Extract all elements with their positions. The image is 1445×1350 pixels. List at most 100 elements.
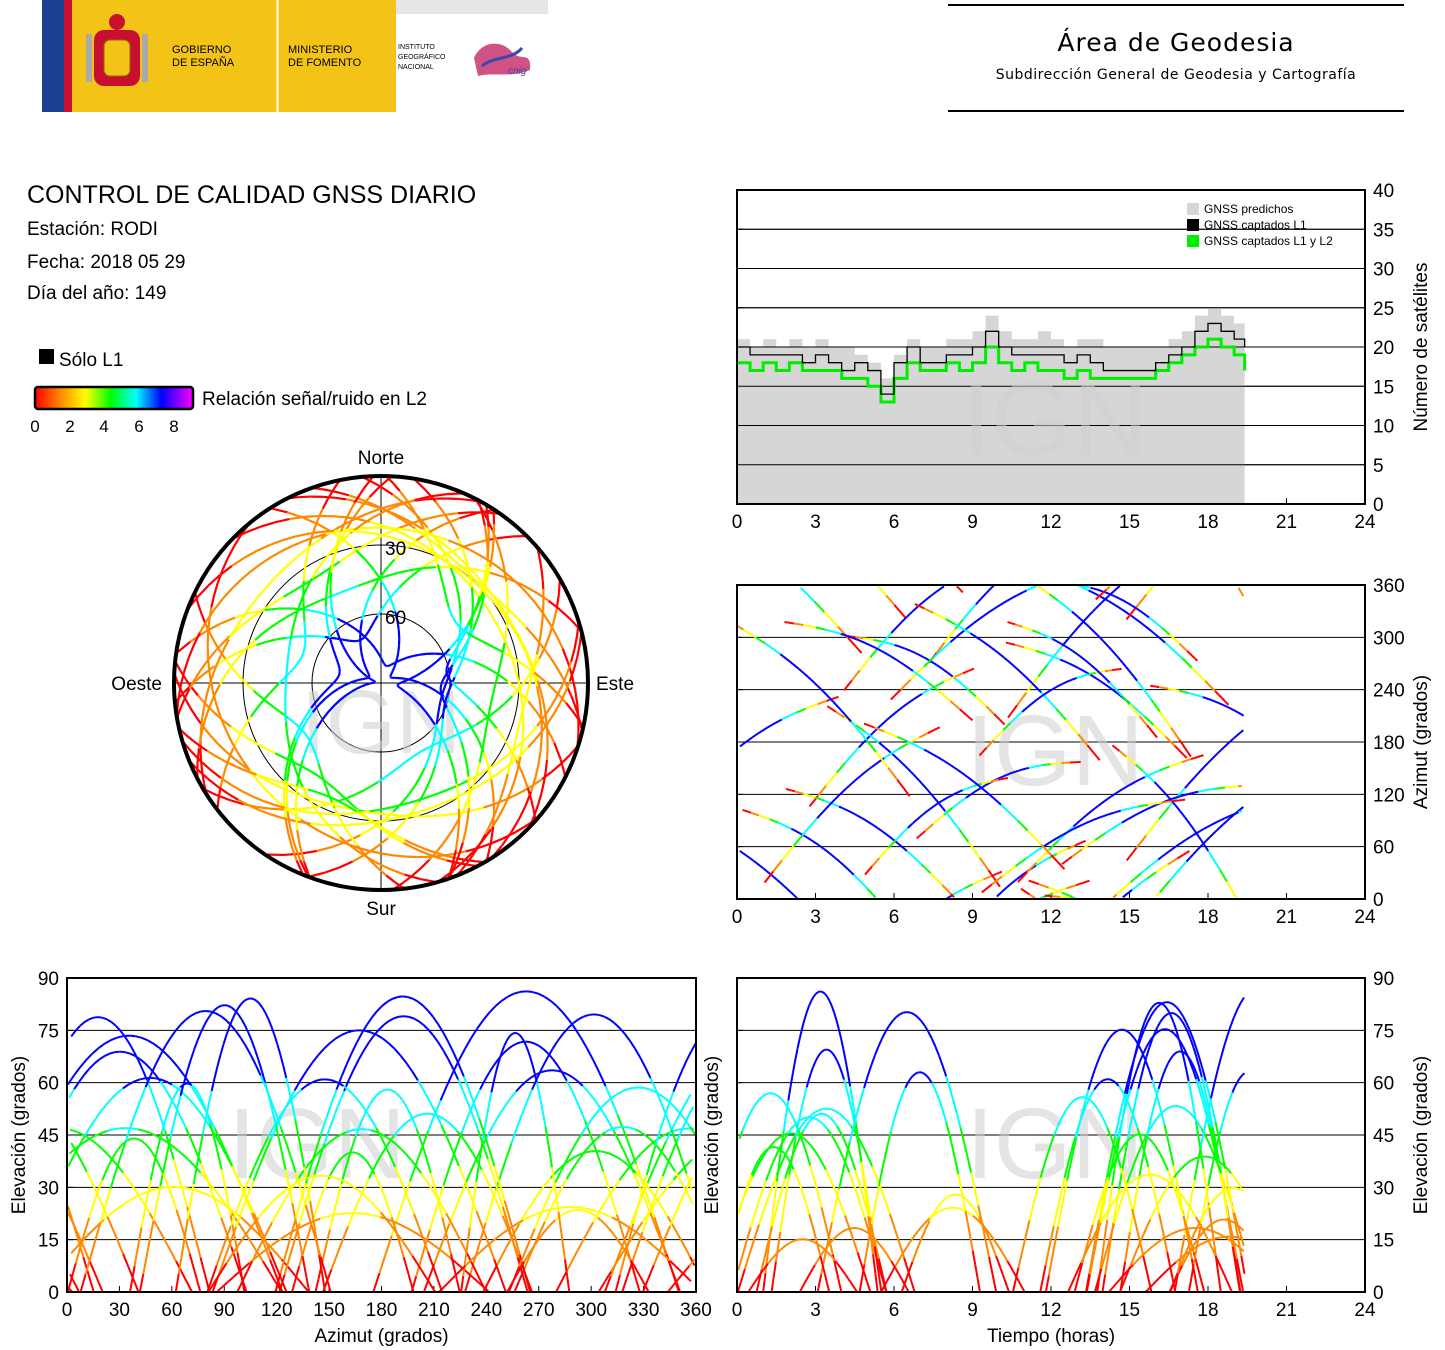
sky-segment (461, 623, 469, 634)
sky-segment (327, 704, 336, 713)
azimuth-segment (896, 688, 902, 694)
azimuth-segment (794, 790, 799, 794)
elev-az-segment (247, 1200, 255, 1214)
elev-az-segment (477, 1153, 482, 1168)
elev-az-segment (566, 1275, 571, 1293)
sky-segment (513, 768, 519, 782)
azimuth-segment (1059, 682, 1063, 686)
sky-segment (385, 874, 396, 884)
azimuth-segment (957, 769, 962, 773)
sky-segment (294, 785, 299, 801)
azimuth-segment (906, 678, 912, 684)
sky-segment (213, 582, 219, 596)
y-tick-label: 30 (1373, 260, 1394, 281)
elev-az-segment (485, 1241, 493, 1248)
azimuth-segment (1096, 669, 1101, 674)
legend-swatch (1187, 219, 1199, 231)
azimuth-segment (1240, 713, 1245, 717)
elev-az-segment (276, 1043, 282, 1055)
sky-segment (350, 837, 359, 847)
sky-segment (526, 684, 531, 691)
elev-az-segment (597, 1157, 605, 1172)
sky-segment (484, 723, 489, 730)
azimuth-segment (1164, 718, 1170, 725)
sky-segment (377, 575, 386, 580)
azimuth-segment (1043, 664, 1049, 670)
elev-az-segment (325, 1103, 333, 1119)
elev-az-segment (220, 1015, 227, 1021)
sky-segment (254, 703, 262, 711)
sky-segment (438, 513, 449, 518)
sky-segment (216, 654, 222, 664)
elev-az-segment (128, 1034, 136, 1038)
sky-segment (266, 602, 274, 609)
elev-az-segment (542, 1114, 547, 1128)
sky-segment (402, 539, 414, 546)
sky-segment (390, 601, 397, 612)
sky-segment (294, 662, 299, 667)
azimuth-segment (757, 730, 762, 735)
elev-az-segment (141, 1069, 148, 1081)
y-tick-label: 120 (1373, 785, 1405, 806)
azimuth-segment (822, 808, 827, 813)
azimuth-segment (996, 881, 1001, 888)
azimuth-segment (763, 878, 769, 884)
sky-segment (323, 549, 333, 561)
elev-az-segment (246, 1180, 255, 1197)
sky-segment (403, 679, 408, 683)
sky-segment (470, 634, 476, 639)
sky-segment (373, 535, 382, 541)
sky-segment (241, 790, 254, 798)
sky-segment (451, 525, 460, 540)
elev-az-segment (544, 1212, 551, 1223)
elev-az-segment (189, 1084, 198, 1096)
elev-az-segment (102, 1016, 108, 1021)
elev-az-segment (114, 1148, 119, 1154)
elev-az-segment (336, 1212, 343, 1216)
elev-az-segment (444, 1229, 450, 1242)
azimuth-segment (986, 780, 990, 784)
elev-az-segment (363, 1177, 370, 1188)
azimuth-segment (773, 648, 778, 653)
azimuth-segment (1013, 816, 1019, 822)
sky-segment (461, 851, 474, 864)
azimuth-segment (806, 793, 810, 797)
sky-segment (370, 577, 379, 583)
elev-az-segment (153, 1042, 161, 1050)
elev-az-segment (544, 1193, 552, 1206)
sky-segment (416, 797, 425, 802)
azimuth-segment (1141, 776, 1146, 780)
elev-az-segment (201, 1119, 207, 1135)
azimuth-segment (998, 875, 1003, 880)
azimuth-segment (1190, 776, 1196, 782)
azimuth-segment (956, 890, 961, 894)
elev-az-segment (455, 1262, 463, 1269)
series-l1 (737, 322, 1246, 395)
elev-az-segment (193, 1103, 201, 1112)
azimuth-segment (1184, 759, 1189, 763)
sky-segment (342, 646, 349, 655)
azimuth-segment (833, 622, 839, 628)
elev-az-segment (142, 1255, 148, 1275)
sky-segment (276, 636, 287, 641)
elev-az-segment (108, 1210, 115, 1217)
azimuth-segment (828, 801, 833, 807)
elev-az-segment (147, 1180, 152, 1192)
azimuth-segment (887, 653, 892, 658)
azimuth-segment (948, 677, 953, 681)
sky-segment (397, 835, 406, 841)
sky-segment (300, 849, 317, 855)
azimuth-segment (884, 651, 889, 656)
sky-segment (459, 512, 477, 520)
azimuth-segment (1137, 882, 1142, 887)
elev-az-segment (643, 1197, 651, 1211)
azimuth-segment (949, 673, 953, 677)
azimuth-segment (1017, 875, 1021, 880)
elev-az-segment (326, 1229, 331, 1242)
sky-segment (364, 845, 378, 856)
elev-az-segment (596, 1210, 603, 1214)
azimuth-segment (1226, 740, 1231, 746)
elev-az-segment (120, 1142, 125, 1147)
azimuth-segment (888, 632, 893, 637)
azimuth-segment (862, 641, 867, 645)
